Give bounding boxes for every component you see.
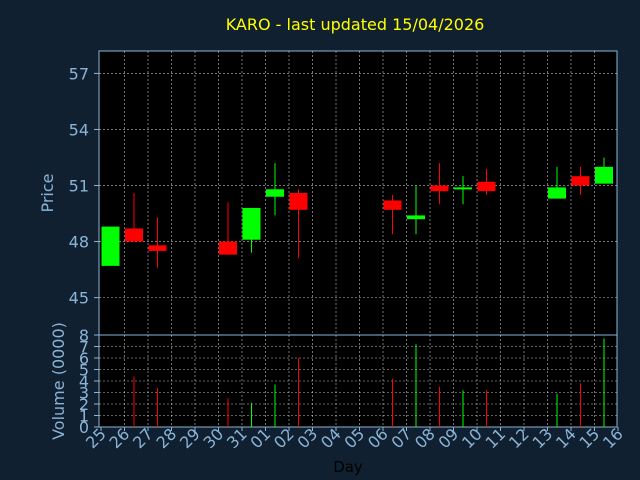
candle	[101, 226, 120, 266]
price-tick-label: 51	[69, 177, 89, 196]
candle-body	[477, 181, 496, 192]
volume-axis-label: Volume (0000)	[49, 322, 68, 440]
candle-body	[242, 207, 261, 240]
price-panel	[98, 50, 618, 336]
candle-body	[407, 215, 425, 220]
candle	[242, 207, 261, 253]
volume-tick-label: 8	[79, 326, 89, 345]
volume-tick-label: 1	[79, 407, 89, 426]
day-axis-ticks: 2526272829303101020304050607080910111213…	[82, 424, 627, 452]
volume-tick-label: 7	[79, 338, 89, 357]
volume-tick-label: 3	[79, 384, 89, 403]
x-axis-label: Day	[333, 458, 363, 476]
candle	[266, 163, 284, 216]
candle	[477, 168, 496, 195]
candle-body	[383, 200, 402, 210]
candles	[101, 157, 613, 268]
candle	[148, 217, 167, 268]
price-tick-label: 48	[69, 233, 89, 252]
candle-body	[454, 187, 472, 190]
candle	[289, 189, 308, 259]
candle-body	[430, 185, 449, 192]
price-axis-label: Price	[38, 173, 57, 212]
candle-body	[125, 228, 143, 242]
grid-lines	[99, 51, 617, 427]
volume-bars	[133, 338, 605, 427]
price-tick-label: 57	[69, 64, 89, 83]
candle	[219, 202, 237, 255]
candle-body	[548, 187, 566, 199]
price-tick-label: 54	[69, 120, 89, 139]
candle	[125, 193, 143, 242]
volume-tick-label: 4	[79, 372, 89, 391]
candle-body	[219, 241, 237, 255]
candle	[454, 176, 472, 205]
price-tick-label: 45	[69, 289, 89, 308]
volume-tick-label: 6	[79, 349, 89, 368]
candle	[548, 166, 566, 199]
candle-body	[266, 189, 284, 197]
candle-body	[571, 176, 590, 186]
volume-tick-label: 0	[79, 418, 89, 437]
candle-body	[148, 245, 167, 251]
candle-body	[289, 193, 308, 210]
candle-body	[101, 226, 120, 266]
volume-tick-label: 5	[79, 361, 89, 380]
volume-tick-label: 2	[79, 395, 89, 414]
candle	[430, 163, 449, 205]
candle	[595, 157, 613, 184]
candle	[407, 185, 425, 235]
price-axis-ticks: 45 48 51 54 57	[69, 64, 99, 308]
volume-panel	[98, 334, 618, 428]
candle-body	[595, 166, 613, 184]
candle	[571, 166, 590, 195]
chart-title: KARO - last updated 15/04/2026	[226, 15, 485, 34]
candle	[383, 194, 402, 235]
